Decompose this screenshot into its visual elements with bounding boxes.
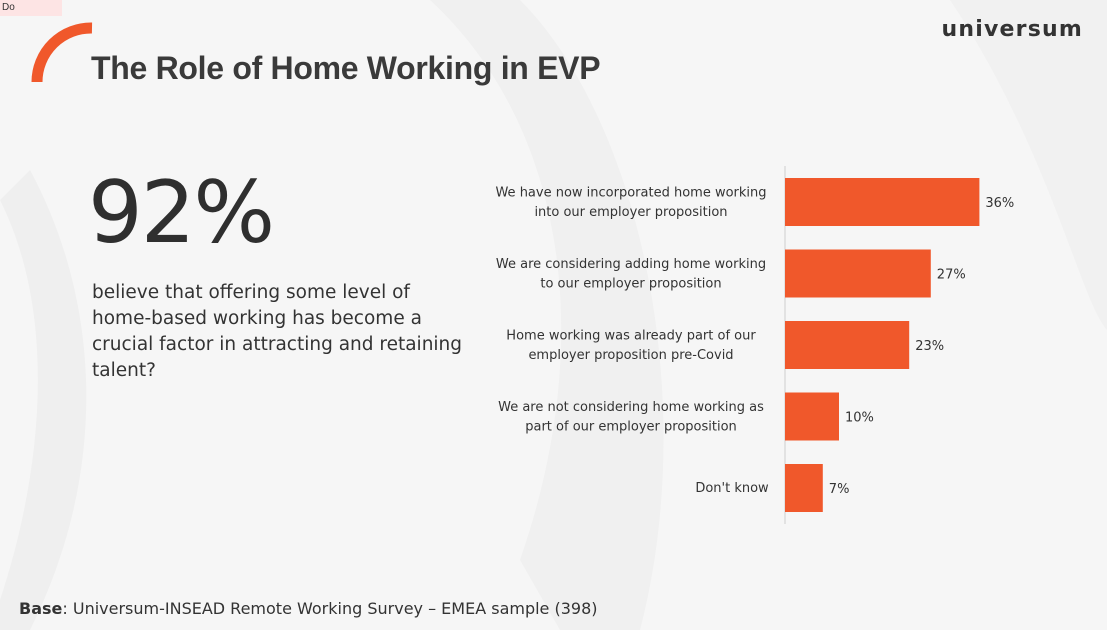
bar-4 (785, 392, 839, 441)
base-label: Base (19, 599, 63, 618)
stat-description: believe that offering some level of home… (92, 282, 463, 381)
category-label-1: We have now incorporated home working int… (495, 185, 766, 220)
corner-tab: Do (0, 0, 62, 16)
bar-5 (785, 464, 823, 512)
category-label-line: part of our employer proposition (525, 419, 737, 434)
bar-1 (785, 178, 980, 226)
accent-arc-icon (31, 22, 93, 83)
bar-3 (785, 321, 910, 369)
bar-chart: 36% We have now incorporated home working… (495, 166, 1014, 524)
bar-value-label-2: 27% (937, 268, 966, 283)
base-text: : Universum-INSEAD Remote Working Survey… (62, 599, 598, 618)
category-label-line: Don't know (695, 481, 769, 496)
category-label-line: to our employer proposition (540, 276, 721, 291)
bar-value-label-5: 7% (829, 482, 850, 497)
category-label-line: Home working was already part of our (506, 328, 756, 343)
category-label-line: We have now incorporated home working (495, 185, 766, 200)
category-label-line: We are not considering home working as (498, 400, 764, 415)
category-label-2: We are considering adding home working to… (496, 257, 766, 292)
page-title: The Role of Home Working in EVP (91, 50, 601, 86)
category-label-4: We are not considering home working as pa… (498, 400, 764, 435)
bar-value-label-1: 36% (985, 196, 1014, 211)
universum-logo: universum (941, 17, 1083, 42)
bar-value-label-3: 23% (915, 339, 944, 354)
category-label-line: employer proposition pre-Covid (528, 348, 733, 363)
headline-stat: 92% (88, 163, 275, 263)
category-label-line: into our employer proposition (534, 205, 727, 220)
category-label-5: Don't know (695, 481, 769, 496)
category-label-3: Home working was already part of our empl… (506, 328, 756, 363)
bar-value-label-4: 10% (845, 411, 874, 426)
category-label-line: We are considering adding home working (496, 257, 766, 272)
footer-base-note: Base: Universum-INSEAD Remote Working Su… (19, 599, 598, 618)
bar-2 (785, 249, 931, 298)
